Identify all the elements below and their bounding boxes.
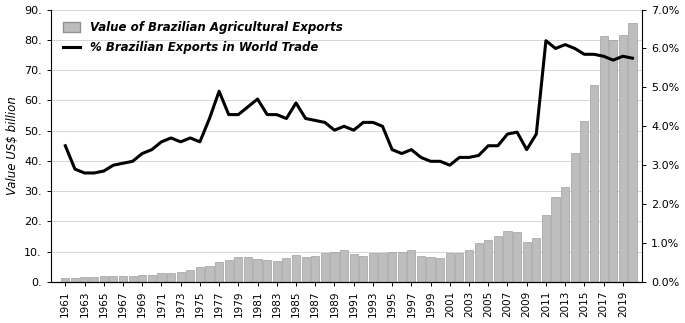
Bar xyxy=(628,23,636,282)
Bar xyxy=(542,215,550,282)
Bar xyxy=(436,258,445,282)
Bar xyxy=(619,35,627,282)
Bar xyxy=(523,242,531,282)
Bar xyxy=(609,40,617,282)
Bar xyxy=(349,254,358,282)
Bar xyxy=(398,252,406,282)
Bar xyxy=(100,276,108,282)
Bar xyxy=(340,250,348,282)
Bar xyxy=(158,273,166,282)
Bar xyxy=(590,85,598,282)
Bar xyxy=(484,240,493,282)
Bar xyxy=(138,275,147,282)
Bar xyxy=(167,273,175,282)
Y-axis label: Value US$ billion: Value US$ billion xyxy=(5,96,18,195)
Bar xyxy=(494,235,502,282)
Bar xyxy=(475,243,483,282)
Bar xyxy=(330,252,338,282)
Bar xyxy=(321,254,329,282)
Bar xyxy=(234,257,242,282)
Bar xyxy=(571,153,579,282)
Bar xyxy=(119,276,127,282)
Bar xyxy=(244,257,252,282)
Legend: Value of Brazilian Agricultural Exports, % Brazilian Exports in World Trade: Value of Brazilian Agricultural Exports,… xyxy=(57,16,349,60)
Bar xyxy=(61,278,69,282)
Bar xyxy=(282,258,290,282)
Bar xyxy=(71,278,79,282)
Bar xyxy=(311,255,319,282)
Bar xyxy=(408,250,415,282)
Bar xyxy=(561,187,569,282)
Bar xyxy=(225,260,233,282)
Bar xyxy=(369,254,377,282)
Bar xyxy=(446,253,454,282)
Bar xyxy=(215,262,223,282)
Bar xyxy=(253,259,262,282)
Bar xyxy=(456,253,464,282)
Bar xyxy=(378,253,386,282)
Bar xyxy=(388,252,396,282)
Bar xyxy=(177,272,185,282)
Bar xyxy=(359,256,367,282)
Bar xyxy=(292,255,300,282)
Bar xyxy=(148,275,156,282)
Bar xyxy=(503,231,512,282)
Bar xyxy=(129,276,137,282)
Bar xyxy=(90,277,98,282)
Bar xyxy=(110,276,117,282)
Bar xyxy=(263,260,271,282)
Bar xyxy=(196,267,204,282)
Bar xyxy=(273,261,281,282)
Bar xyxy=(513,232,521,282)
Bar xyxy=(599,36,608,282)
Bar xyxy=(186,270,195,282)
Bar xyxy=(206,266,214,282)
Bar xyxy=(427,257,435,282)
Bar xyxy=(580,121,588,282)
Bar xyxy=(301,257,310,282)
Bar xyxy=(532,238,540,282)
Bar xyxy=(80,277,88,282)
Bar xyxy=(417,256,425,282)
Bar xyxy=(551,197,560,282)
Bar xyxy=(465,250,473,282)
